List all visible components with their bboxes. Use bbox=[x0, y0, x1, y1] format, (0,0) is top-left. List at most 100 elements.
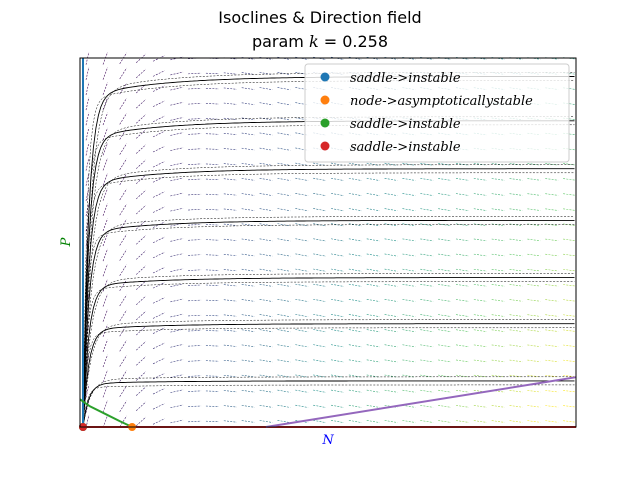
direction-arrow bbox=[152, 357, 165, 365]
direction-arrow bbox=[509, 178, 523, 181]
direction-arrow bbox=[473, 420, 487, 423]
direction-arrow bbox=[119, 415, 127, 428]
direction-arrow bbox=[277, 253, 291, 257]
direction-arrow bbox=[491, 405, 505, 408]
direction-arrow bbox=[384, 359, 398, 363]
direction-arrow bbox=[205, 224, 219, 226]
direction-arrow bbox=[455, 223, 469, 227]
direction-arrow bbox=[241, 359, 255, 363]
direction-arrow bbox=[136, 401, 147, 411]
direction-arrow bbox=[259, 238, 273, 242]
direction-arrow bbox=[170, 389, 184, 393]
direction-arrow bbox=[85, 97, 90, 111]
direction-arrow bbox=[455, 253, 469, 257]
direction-arrow bbox=[402, 314, 416, 317]
direction-arrow bbox=[205, 299, 219, 302]
direction-arrow bbox=[455, 178, 469, 181]
direction-arrow bbox=[259, 314, 273, 317]
direction-arrow bbox=[205, 178, 219, 181]
legend-label: node->asymptoticallystable bbox=[350, 94, 533, 109]
direction-arrow bbox=[366, 177, 380, 181]
direction-arrow bbox=[330, 389, 344, 393]
direction-arrow bbox=[509, 329, 523, 332]
direction-arrow bbox=[545, 299, 559, 302]
direction-arrow bbox=[402, 299, 416, 302]
direction-arrow bbox=[223, 375, 237, 378]
direction-arrow bbox=[473, 284, 487, 287]
direction-arrow bbox=[509, 314, 523, 317]
direction-arrow bbox=[152, 342, 165, 349]
direction-arrow bbox=[348, 177, 362, 181]
direction-arrow bbox=[438, 405, 452, 408]
direction-arrow bbox=[563, 102, 577, 105]
direction-arrow bbox=[205, 390, 219, 392]
direction-arrow bbox=[491, 223, 505, 226]
direction-arrow bbox=[491, 253, 505, 257]
direction-arrow bbox=[295, 344, 309, 348]
direction-arrow bbox=[384, 208, 398, 212]
direction-arrow bbox=[455, 299, 469, 302]
direction-arrow bbox=[295, 253, 309, 257]
direction-arrow bbox=[545, 390, 559, 393]
direction-arrow bbox=[402, 389, 416, 393]
direction-arrow bbox=[152, 85, 165, 92]
direction-arrow bbox=[330, 193, 344, 196]
direction-arrow bbox=[259, 359, 273, 363]
trajectory bbox=[83, 168, 575, 407]
direction-arrow bbox=[330, 223, 344, 227]
direction-arrow bbox=[119, 128, 127, 140]
direction-arrow bbox=[438, 329, 452, 332]
direction-arrow bbox=[563, 299, 577, 302]
direction-arrow bbox=[491, 238, 505, 242]
direction-arrow bbox=[188, 284, 202, 286]
direction-arrow bbox=[277, 344, 291, 348]
direction-arrow bbox=[277, 117, 291, 121]
y-axis-label: P bbox=[59, 237, 74, 247]
direction-arrow bbox=[420, 329, 434, 333]
direction-arrow bbox=[563, 208, 577, 211]
direction-arrow bbox=[473, 314, 487, 317]
direction-arrow bbox=[119, 279, 127, 291]
direction-arrow bbox=[509, 374, 523, 378]
direction-arrow bbox=[455, 284, 469, 287]
plot-frame bbox=[79, 57, 577, 428]
direction-arrow bbox=[491, 314, 505, 317]
direction-arrow bbox=[402, 162, 416, 166]
direction-arrow bbox=[330, 298, 344, 302]
direction-arrow bbox=[102, 127, 108, 141]
direction-arrow bbox=[205, 360, 219, 362]
direction-arrow bbox=[473, 405, 487, 408]
direction-arrow bbox=[170, 147, 184, 151]
direction-arrow bbox=[348, 253, 362, 257]
direction-arrow bbox=[545, 359, 559, 363]
direction-arrow bbox=[491, 208, 505, 211]
direction-arrow bbox=[136, 416, 147, 427]
trajectory bbox=[83, 323, 575, 419]
direction-arrow bbox=[119, 385, 127, 397]
direction-arrow bbox=[277, 374, 291, 378]
direction-arrow bbox=[136, 68, 147, 79]
direction-arrow bbox=[102, 385, 108, 398]
trajectory bbox=[83, 273, 575, 418]
direction-arrow bbox=[277, 132, 291, 136]
direction-arrow bbox=[188, 390, 202, 392]
direction-arrow bbox=[348, 344, 362, 348]
direction-arrow bbox=[545, 253, 559, 257]
direction-arrow bbox=[527, 208, 541, 211]
direction-arrow bbox=[152, 176, 165, 183]
direction-arrow bbox=[259, 132, 273, 136]
direction-arrow bbox=[170, 298, 184, 303]
direction-arrow bbox=[259, 102, 273, 106]
chart-title-text: Isoclines & Direction field bbox=[218, 8, 422, 27]
direction-arrow bbox=[277, 420, 291, 423]
direction-arrow bbox=[438, 178, 452, 181]
direction-arrow bbox=[259, 329, 273, 333]
direction-arrow bbox=[366, 299, 380, 302]
direction-arrow bbox=[473, 238, 487, 242]
direction-arrow bbox=[241, 87, 255, 90]
direction-arrow bbox=[136, 356, 147, 366]
direction-arrow bbox=[223, 87, 237, 90]
direction-arrow bbox=[152, 251, 165, 259]
direction-arrow bbox=[384, 299, 398, 302]
